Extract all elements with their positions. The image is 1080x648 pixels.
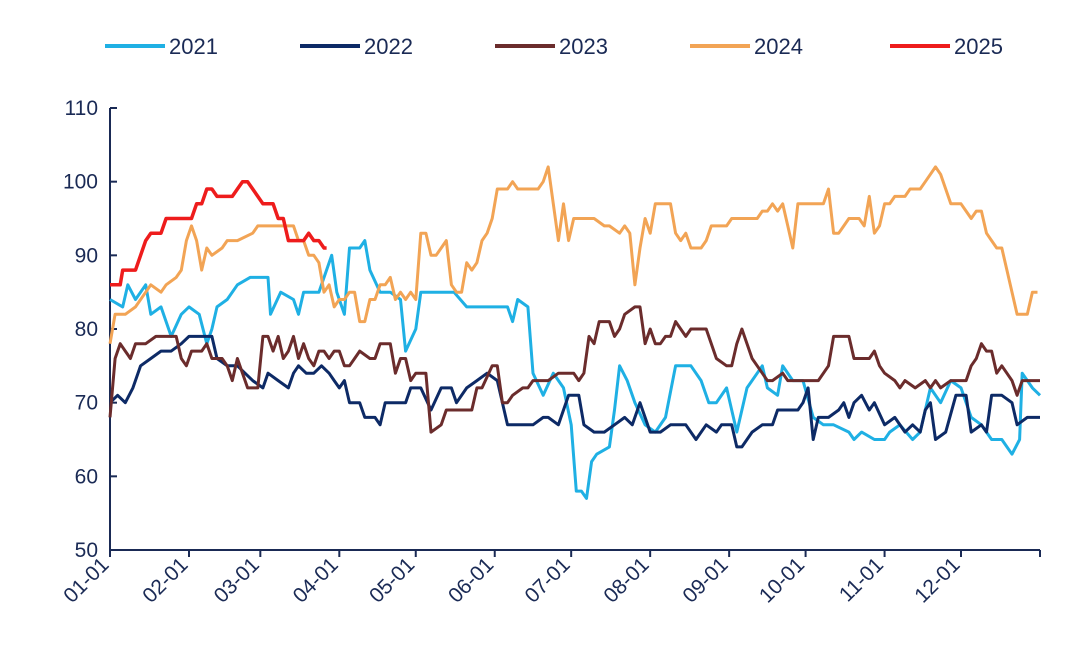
series-line-2024	[108, 165, 1038, 344]
legend-label-2023: 2023	[559, 34, 608, 59]
x-axis: 01-01 02-01 03-01 04-01 05-01 06-01 07-01 08-01…	[59, 549, 1041, 608]
series-line-2025	[110, 179, 327, 287]
x-tick-label: 05-01	[365, 553, 419, 607]
legend-label-2024: 2024	[754, 34, 803, 59]
x-tick-label: 02-01	[138, 553, 192, 607]
x-tick-label: 07-01	[520, 553, 574, 607]
series-line-2021	[109, 239, 1042, 500]
series-line-2022	[108, 334, 1040, 449]
x-tick-label: 08-01	[599, 553, 653, 607]
y-tick-label: 70	[75, 392, 98, 415]
y-tick-label: 110	[65, 97, 98, 120]
x-tick-label: 04-01	[289, 553, 343, 607]
legend: 2021 2022 2023 2024 2025	[105, 34, 1003, 59]
y-tick-label: 80	[75, 318, 98, 341]
legend-label-2022: 2022	[364, 34, 413, 59]
x-tick-label: 12-01	[910, 553, 964, 607]
x-tick-label: 09-01	[678, 553, 732, 607]
y-tick-label: 90	[75, 244, 98, 267]
series-line-2023	[108, 305, 1040, 434]
x-tick-label: 03-01	[210, 553, 264, 607]
series-lines	[108, 165, 1042, 500]
legend-label-2021: 2021	[169, 34, 218, 59]
y-tick-label: 50	[75, 539, 98, 562]
legend-label-2025: 2025	[954, 34, 1003, 59]
y-tick-label: 100	[63, 171, 98, 194]
x-tick-label: 06-01	[444, 553, 498, 607]
y-tick-label: 60	[75, 465, 98, 488]
x-tick-label: 10-01	[755, 553, 809, 607]
x-tick-label: 11-01	[835, 553, 888, 606]
y-axis: 50 60 70 80 90 100 110	[63, 97, 117, 562]
